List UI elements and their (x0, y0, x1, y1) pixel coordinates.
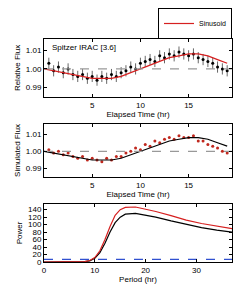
svg-text:Spitzer IRAC [3.6]: Spitzer IRAC [3.6] (52, 43, 116, 52)
svg-text:5: 5 (90, 101, 95, 110)
svg-text:Relative Flux: Relative Flux (13, 45, 22, 91)
svg-text:10: 10 (136, 101, 145, 110)
svg-text:140: 140 (28, 205, 42, 214)
svg-text:Sinusoid: Sinusoid (199, 20, 226, 27)
svg-text:Elapsed Time (hr): Elapsed Time (hr) (106, 190, 169, 199)
svg-text:10: 10 (90, 266, 99, 275)
svg-text:100: 100 (28, 220, 42, 229)
svg-text:20: 20 (32, 250, 41, 259)
svg-text:0: 0 (37, 258, 42, 267)
svg-text:Elapsed Time (hr): Elapsed Time (hr) (106, 110, 169, 119)
svg-text:1.00: 1.00 (26, 65, 42, 74)
svg-text:120: 120 (28, 213, 42, 222)
svg-text:60: 60 (32, 235, 41, 244)
svg-text:80: 80 (32, 228, 41, 237)
svg-text:40: 40 (32, 243, 41, 252)
svg-text:30: 30 (192, 266, 201, 275)
svg-text:0: 0 (42, 266, 47, 275)
svg-text:Period (hr): Period (hr) (119, 275, 157, 284)
svg-text:0.99: 0.99 (26, 83, 42, 92)
svg-text:Simulated Flux: Simulated Flux (13, 124, 22, 177)
svg-text:Power: Power (15, 221, 24, 244)
svg-text:1.00: 1.00 (26, 147, 42, 156)
svg-text:10: 10 (136, 181, 145, 190)
svg-text:5: 5 (90, 181, 95, 190)
svg-text:15: 15 (184, 181, 193, 190)
svg-text:1.01: 1.01 (26, 130, 42, 139)
svg-text:15: 15 (184, 101, 193, 110)
svg-text:0.99: 0.99 (26, 164, 42, 173)
svg-text:20: 20 (141, 266, 150, 275)
svg-text:1.01: 1.01 (26, 46, 42, 55)
